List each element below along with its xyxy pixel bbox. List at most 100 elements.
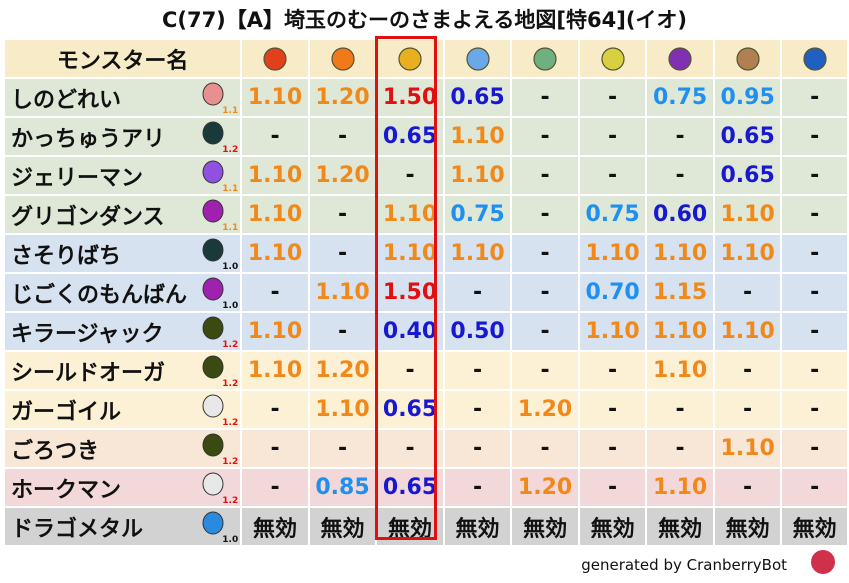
jibaria-earth-icon: [736, 46, 760, 71]
monster-name-cell: じごくのもんばん 1.0: [5, 274, 241, 311]
resistance-value: -: [444, 391, 511, 428]
monster-name-cell: さそりばち 1.0: [5, 235, 241, 272]
resistance-value: 0.95: [714, 79, 781, 116]
resistance-value: -: [512, 352, 578, 389]
resistance-value: -: [512, 196, 578, 233]
resistance-value: -: [512, 118, 578, 155]
resistance-value: 無効: [714, 508, 781, 545]
trident-icon: [202, 277, 224, 301]
header-row: モンスター名: [5, 40, 847, 77]
resistance-value: 無効: [377, 508, 443, 545]
table-row: かっちゅうアリ 1.2- -0.65 1.10- - -0.65-: [5, 118, 847, 155]
resistance-value: 0.65: [714, 157, 781, 194]
table-row: しのどれい 1.1 1.10 1.20 1.50 0.65- -0.75 0.95-: [5, 79, 847, 116]
doruma-dark-icon: [668, 46, 692, 71]
hood-icon: [202, 316, 224, 340]
resistance-value: 無効: [782, 508, 847, 545]
resistance-value: 無効: [309, 508, 376, 545]
resistance-value: 0.65: [377, 118, 443, 155]
ant-icon: [202, 238, 224, 262]
monster-level: 1.2: [222, 457, 239, 467]
io-explosion-icon: [398, 46, 422, 71]
resistance-value: -: [579, 352, 646, 389]
resistance-value: 0.65: [714, 118, 781, 155]
resistance-value: 1.20: [309, 79, 376, 116]
element-header: [242, 40, 308, 77]
resistance-value: -: [782, 391, 847, 428]
resistance-value: -: [782, 79, 847, 116]
resistance-value: 1.10: [377, 235, 443, 272]
resistance-value: 1.10: [647, 469, 713, 506]
table-row: じごくのもんばん 1.0-1.10 1.50- -0.70 1.15- -: [5, 274, 847, 311]
resistance-value: 1.20: [309, 157, 376, 194]
resistance-value: 無効: [242, 508, 308, 545]
element-header: [444, 40, 511, 77]
resistance-value: 1.10: [444, 235, 511, 272]
monster-level: 1.2: [222, 340, 239, 350]
monster-name: ジェリーマン: [11, 165, 144, 191]
resistance-value: 1.10: [242, 157, 308, 194]
resistance-value: 1.10: [647, 313, 713, 350]
table-row: キラージャック 1.2 1.10-0.40 0.50-1.10 1.10 1.10-: [5, 313, 847, 350]
resistance-value: 無効: [444, 508, 511, 545]
resistance-value: -: [714, 469, 781, 506]
resistance-value: -: [714, 391, 781, 428]
resistance-value: 1.10: [242, 352, 308, 389]
resistance-value: -: [647, 391, 713, 428]
hyado-ice-icon: [465, 46, 490, 71]
resistance-value: -: [782, 118, 847, 155]
resistance-value: 1.10: [714, 313, 781, 350]
resistance-value: -: [579, 118, 646, 155]
hood-icon: [202, 433, 224, 457]
footer-credit: generated by CranberryBot: [581, 556, 787, 574]
monster-name-cell: キラージャック 1.2: [5, 313, 241, 350]
bagi-wind-icon: [533, 46, 557, 71]
monster-name-cell: かっちゅうアリ 1.2: [5, 118, 241, 155]
table-row: ガーゴイル 1.2-1.10 0.65-1.20- - - -: [5, 391, 847, 428]
resistance-value: -: [444, 352, 511, 389]
cranberry-bot-icon: [811, 550, 835, 574]
resistance-value: 1.10: [242, 313, 308, 350]
element-header: [512, 40, 578, 77]
resistance-value: -: [309, 235, 376, 272]
resistance-value: -: [242, 469, 308, 506]
resistance-value: 0.75: [579, 196, 646, 233]
resistance-value: 0.50: [444, 313, 511, 350]
resistance-value: 無効: [579, 508, 646, 545]
ant-icon: [202, 121, 224, 145]
resistance-value: -: [377, 430, 443, 467]
resistance-value: -: [714, 352, 781, 389]
monster-name-cell: しのどれい 1.1: [5, 79, 241, 116]
element-header: [309, 40, 376, 77]
monster-level: 1.1: [222, 106, 239, 116]
gira-flame-icon: [330, 46, 355, 71]
resistance-value: 1.10: [647, 235, 713, 272]
resistance-value: -: [444, 274, 511, 311]
monster-name-cell: ガーゴイル 1.2: [5, 391, 241, 428]
dein-light-icon: [600, 46, 625, 71]
resistance-value: -: [782, 235, 847, 272]
resistance-value: -: [512, 430, 578, 467]
monster-level: 1.1: [222, 223, 239, 233]
resistance-value: 1.20: [512, 391, 578, 428]
table-row: ごろつき 1.2- - - - - - -1.10-: [5, 430, 847, 467]
resistance-value: 0.40: [377, 313, 443, 350]
resistance-value: -: [242, 391, 308, 428]
resistance-value: -: [512, 157, 578, 194]
resistance-value: -: [647, 430, 713, 467]
resistance-value: 0.75: [444, 196, 511, 233]
resistance-value: 1.10: [579, 313, 646, 350]
resistance-value: -: [714, 274, 781, 311]
monster-level: 1.2: [222, 418, 239, 428]
monster-name: キラージャック: [11, 321, 164, 347]
resistance-value: 1.10: [714, 196, 781, 233]
resistance-value: 1.20: [512, 469, 578, 506]
resistance-value: 1.10: [579, 235, 646, 272]
element-header: [647, 40, 713, 77]
resistance-value: -: [579, 157, 646, 194]
resistance-value: -: [512, 313, 578, 350]
resistance-value: -: [782, 430, 847, 467]
resistance-value: 1.10: [444, 118, 511, 155]
monster-name: さそりばち: [11, 243, 122, 269]
resistance-value: -: [579, 79, 646, 116]
